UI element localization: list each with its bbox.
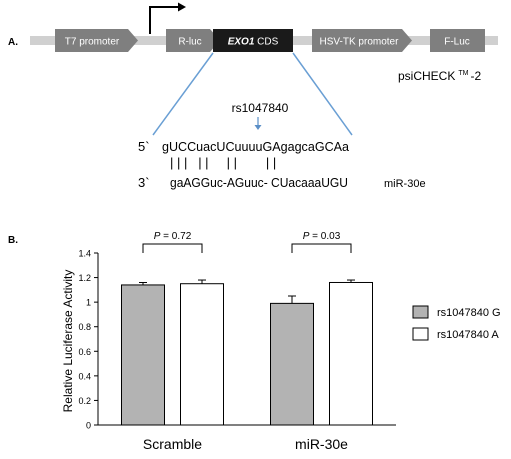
significance-bracket xyxy=(142,243,203,253)
luciferase-bar-chart: 0 0.2 0.4 0.6 0.8 1 1.2 1.4 Relative Luciferase … xyxy=(61,231,501,452)
snp-label: rs1047840 xyxy=(232,101,289,115)
mirna-3prime-label: 3` xyxy=(138,175,150,190)
p-value-label: P = 0.03 xyxy=(303,231,341,242)
f-luc-segment xyxy=(430,29,485,52)
p-symbol: P xyxy=(303,231,310,242)
zoom-guide-right xyxy=(292,52,353,136)
y-tick-label: 1.4 xyxy=(78,249,91,259)
p-value: = 0.03 xyxy=(309,231,340,242)
y-tick-label: 0 xyxy=(86,421,91,431)
t7-promoter-segment xyxy=(55,29,138,52)
exo1-cds-segment xyxy=(213,29,293,52)
significance-bracket xyxy=(291,243,352,253)
t7-promoter-label: T7 promoter xyxy=(65,37,120,48)
transcription-arrow-head xyxy=(178,2,186,12)
legend-label: rs1047840 A xyxy=(437,329,499,341)
plasmid-suffix: -2 xyxy=(470,69,481,83)
x-category-label: miR-30e xyxy=(295,436,348,452)
plasmid-base-name: psiCHECK xyxy=(398,69,455,83)
y-tick-label: 0.4 xyxy=(78,371,91,381)
snp-arrow-head xyxy=(254,125,262,130)
p-symbol: P xyxy=(154,231,161,242)
mirna-sequence: gaAGGuc-AGuuc- CUacaaaUGU xyxy=(170,175,348,190)
y-tick-label: 1 xyxy=(86,298,91,308)
r-luc-label: R-luc xyxy=(178,37,201,48)
zoom-guide-left xyxy=(152,52,214,136)
x-category-label: Scramble xyxy=(143,436,202,452)
y-axis-label: Relative Luciferase Activity xyxy=(61,270,75,413)
legend-swatch xyxy=(412,305,429,319)
panel-a-label: A. xyxy=(8,37,18,48)
legend-label: rs1047840 G xyxy=(437,307,501,319)
bar-a-mir-30e xyxy=(329,281,373,426)
f-luc-label: F-Luc xyxy=(444,37,470,48)
panel-b-label: B. xyxy=(8,235,18,246)
mrna-5prime-label: 5` xyxy=(138,139,150,154)
bar-g-scramble xyxy=(121,284,165,426)
transcription-start-arrow xyxy=(149,6,178,34)
y-tick-label: 0.2 xyxy=(78,396,91,406)
exo1-gene-name: EXO1 xyxy=(228,37,255,48)
hsv-tk-promoter-label: HSV-TK promoter xyxy=(320,37,400,48)
cds-suffix: CDS xyxy=(254,37,278,48)
p-value-label: P = 0.72 xyxy=(154,231,192,242)
hsv-tk-promoter-segment xyxy=(312,29,412,52)
exo1-cds-label: EXO1 CDS xyxy=(228,37,279,48)
bar-a-scramble xyxy=(180,283,224,426)
y-tick-label: 1.2 xyxy=(78,273,91,283)
y-tick-label: 0.6 xyxy=(78,347,91,357)
mirna-name: miR-30e xyxy=(384,178,426,190)
p-value: = 0.72 xyxy=(160,231,191,242)
bar-g-mir-30e xyxy=(270,302,314,426)
legend-swatch xyxy=(412,327,429,341)
mrna-sequence: gUCCuacUCuuuuGAgagcaGCAa xyxy=(162,139,350,154)
r-luc-segment xyxy=(166,29,220,52)
plasmid-tm: TM xyxy=(458,70,468,77)
base-pairing-lines: | | | | | | | | | xyxy=(170,155,276,170)
plasmid-name: psiCHECK TM -2 xyxy=(398,69,481,83)
y-tick-label: 0.8 xyxy=(78,322,91,332)
